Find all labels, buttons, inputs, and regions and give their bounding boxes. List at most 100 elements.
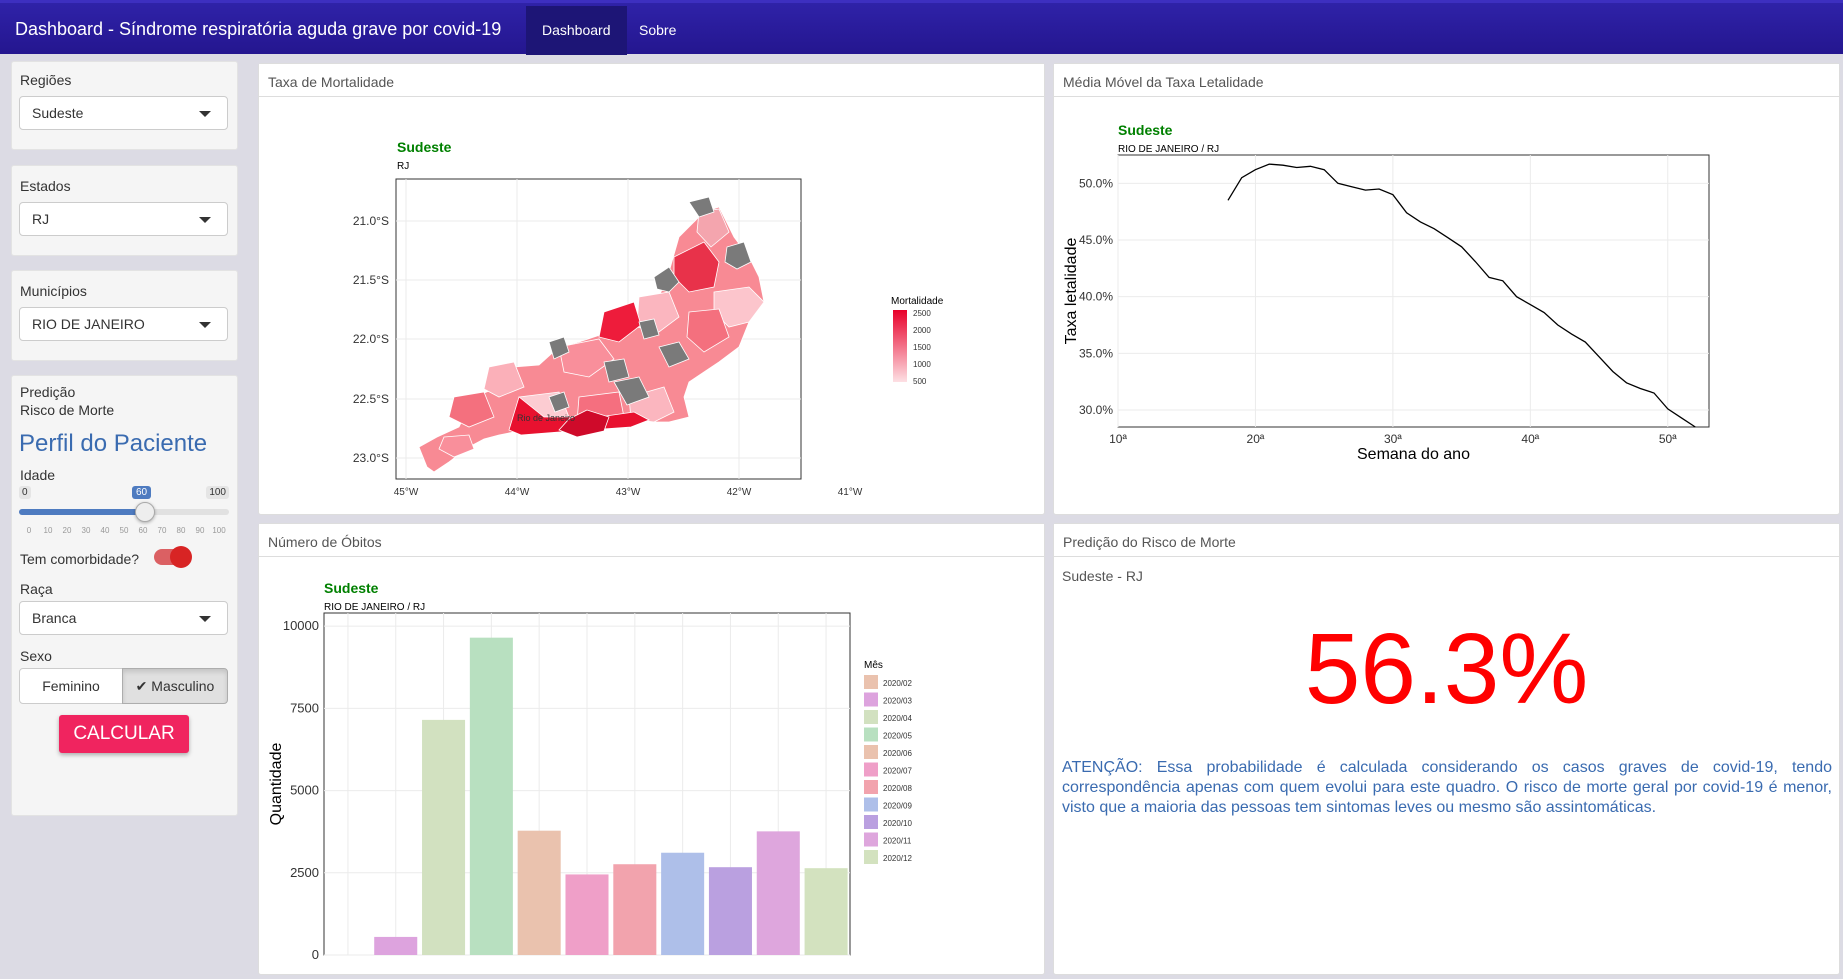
svg-text:23.0°S: 23.0°S	[353, 451, 389, 465]
svg-text:1000: 1000	[913, 360, 931, 369]
legend-label: 2020/11	[883, 837, 912, 846]
regioes-label: Regiões	[20, 72, 72, 88]
letalidade-panel: Média Móvel da Taxa Letalidade Sudeste RI…	[1053, 63, 1840, 515]
slider-handle[interactable]	[135, 502, 155, 522]
legend-colorbar	[893, 310, 907, 382]
legend-swatch	[864, 832, 878, 847]
regioes-well: Regiões Sudeste	[11, 61, 238, 150]
y-tick-label: 45.0%	[1079, 233, 1113, 247]
legend-label: 2020/12	[883, 854, 912, 863]
obitos-panel: Número de Óbitos Sudeste RIO DE JANEIRO /…	[258, 523, 1045, 975]
map-legend: Mortalidade 2500 2000 1500 1000 500	[891, 296, 944, 386]
bar-2020-07	[565, 874, 609, 955]
legend-swatch	[864, 780, 878, 794]
risco-value: 56.3%	[1304, 613, 1589, 725]
bar-2020-10	[708, 867, 752, 955]
chevron-down-icon	[199, 616, 211, 622]
bar-2020-09	[661, 852, 705, 955]
chart-title: Sudeste	[324, 580, 379, 596]
map-lon-ticks: 45°W 44°W 43°W 42°W 41°W	[394, 487, 863, 498]
svg-text:500: 500	[913, 377, 927, 386]
legend-swatch	[864, 815, 878, 829]
legend-swatch	[864, 762, 878, 777]
bar-2020-08	[613, 864, 657, 955]
bar-2020-04	[422, 719, 466, 955]
legend-title: Mês	[864, 660, 883, 671]
chevron-down-icon	[199, 111, 211, 117]
legend-label: 2020/04	[883, 714, 912, 723]
bar-2020-11	[756, 831, 800, 955]
legend-title: Mortalidade	[891, 296, 944, 307]
bar-2020-03	[374, 936, 418, 955]
tab-dashboard[interactable]: Dashboard	[526, 6, 627, 55]
slider-tick-label: 10	[43, 526, 53, 535]
estados-label: Estados	[20, 178, 71, 194]
map-lat-ticks: 21.0°S 21.5°S 22.0°S 22.5°S 23.0°S	[353, 214, 389, 465]
legend-label: 2020/08	[883, 784, 912, 793]
rj-map-shape	[418, 196, 765, 473]
x-tick-label: 20ª	[1247, 432, 1265, 446]
idade-label: Idade	[20, 467, 56, 483]
slider-min: 0	[19, 486, 31, 499]
tab-sobre[interactable]: Sobre	[639, 22, 677, 38]
panel-title: Predição do Risco de Morte	[1054, 524, 1839, 557]
sexo-masculino-button[interactable]: ✔ Masculino	[122, 668, 228, 704]
legend-label: 2020/05	[883, 732, 912, 741]
slider-tick-label: 50	[119, 526, 129, 535]
legend-swatch	[864, 745, 878, 759]
svg-text:44°W: 44°W	[505, 487, 530, 498]
map-grid	[396, 179, 801, 479]
comorbidade-toggle[interactable]	[154, 546, 192, 568]
sexo-feminino-button[interactable]: Feminino	[19, 668, 123, 704]
slider-value: 60	[132, 486, 152, 499]
legend-label: 2020/02	[883, 679, 912, 688]
svg-text:22.0°S: 22.0°S	[353, 332, 389, 346]
legend-swatch	[864, 675, 878, 689]
svg-text:21.0°S: 21.0°S	[353, 214, 389, 228]
risco-warning: ATENÇÃO: Essa probabilidade é calculada …	[1062, 759, 1832, 816]
slider-tick-label: 90	[195, 526, 205, 535]
panel-title: Média Móvel da Taxa Letalidade	[1054, 64, 1839, 97]
svg-text:42°W: 42°W	[727, 487, 752, 498]
chart-subtitle: RIO DE JANEIRO / RJ	[324, 602, 425, 613]
comorbidade-label: Tem comorbidade?	[20, 551, 140, 567]
legend-label: 2020/07	[883, 767, 912, 776]
bar-2020-12	[804, 868, 848, 955]
predicao-well: Predição Risco de Morte Perfil do Pacien…	[11, 375, 238, 816]
svg-text:43°W: 43°W	[616, 487, 641, 498]
panel-title: Número de Óbitos	[259, 524, 1044, 557]
y-tick-label: 30.0%	[1079, 403, 1113, 417]
regioes-select[interactable]: Sudeste	[19, 96, 228, 130]
slider-fill	[19, 509, 145, 515]
y-tick-label: 7500	[290, 700, 319, 715]
legend-label: 2020/03	[883, 697, 912, 706]
obitos-chart: Sudeste RIO DE JANEIRO / RJ 0 2500 5000 7500 1…	[268, 580, 912, 962]
chart-title: Sudeste	[1118, 122, 1173, 138]
svg-text:45°W: 45°W	[394, 487, 419, 498]
slider-tick-label: 30	[81, 526, 91, 535]
legend-swatch	[864, 710, 878, 724]
calcular-button[interactable]: CALCULAR	[59, 715, 189, 753]
y-tick-label: 10000	[283, 618, 319, 633]
map-subtitle: RJ	[397, 161, 409, 172]
legend-label: 2020/10	[883, 819, 912, 828]
y-tick-label: 50.0%	[1079, 176, 1113, 190]
estados-select[interactable]: RJ	[19, 202, 228, 236]
slider-tick-label: 100	[212, 526, 226, 535]
mortalidade-map: Sudeste RJ	[353, 139, 944, 498]
legend-swatch	[864, 727, 878, 742]
slider-tick-label: 40	[100, 526, 110, 535]
chart-subtitle: RIO DE JANEIRO / RJ	[1118, 144, 1219, 155]
raca-select[interactable]: Branca	[19, 601, 228, 635]
plot-frame	[1117, 154, 1710, 428]
svg-text:2500: 2500	[913, 309, 931, 318]
x-tick-label: 50ª	[1659, 432, 1677, 446]
svg-text:21.5°S: 21.5°S	[353, 273, 389, 287]
idade-slider[interactable]: 0 60 100 0 10 20 30 40 50 60 70 80 90 100	[19, 486, 229, 546]
y-tick-label: 35.0%	[1079, 346, 1113, 360]
risco-subtitle: Sudeste - RJ	[1062, 568, 1143, 584]
letalidade-chart: Sudeste RIO DE JANEIRO / RJ 10ª 20ª 30ª 40ª 50…	[1063, 122, 1710, 463]
municipios-select[interactable]: RIO DE JANEIRO	[19, 307, 228, 341]
svg-text:1500: 1500	[913, 343, 931, 352]
mortalidade-panel: Taxa de Mortalidade Sudeste RJ	[258, 63, 1045, 515]
